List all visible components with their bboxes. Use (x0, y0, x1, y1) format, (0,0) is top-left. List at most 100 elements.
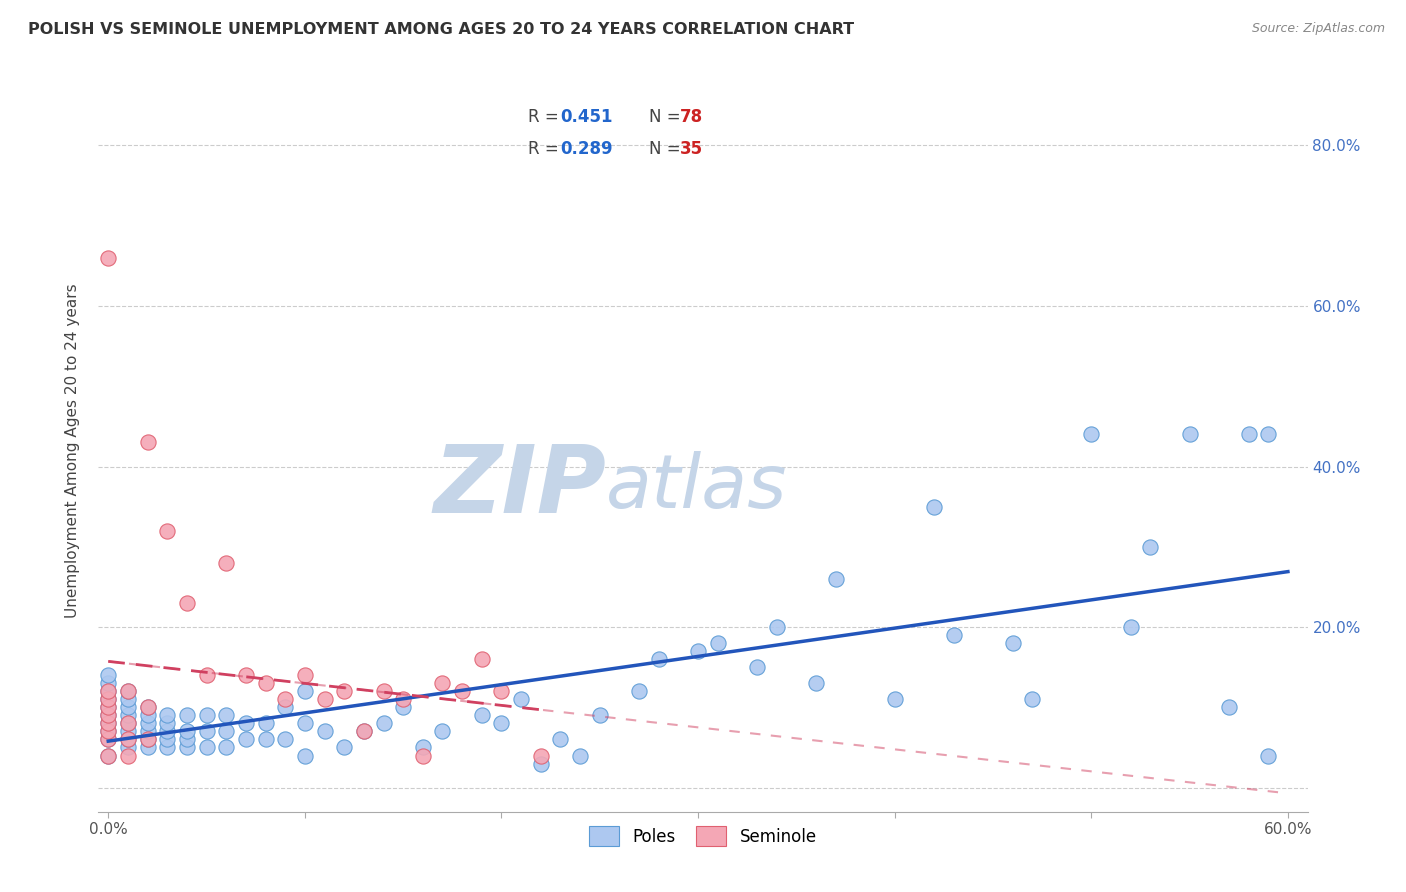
Point (1080, 427, 1102, 442)
Point (215, 708, 238, 723)
Point (274, 692, 297, 706)
Text: 0.451: 0.451 (561, 108, 613, 126)
Text: 78: 78 (681, 108, 703, 126)
Point (97, 732, 120, 747)
Point (136, 732, 159, 747)
Point (117, 684, 139, 698)
Point (136, 700, 159, 714)
Text: R =: R = (527, 140, 564, 158)
Point (176, 740, 198, 755)
Point (922, 500, 945, 514)
Point (97, 748, 120, 763)
Point (117, 732, 139, 747)
Point (195, 668, 218, 682)
Text: R =: R = (527, 108, 564, 126)
Point (550, 732, 572, 747)
Point (97, 716, 120, 731)
Point (97, 748, 120, 763)
Point (136, 700, 159, 714)
Point (491, 716, 513, 731)
Point (156, 724, 179, 739)
Point (97, 732, 120, 747)
Point (432, 676, 454, 690)
Point (628, 684, 651, 698)
Point (1257, 748, 1279, 763)
Text: ZIP: ZIP (433, 441, 606, 533)
Point (1257, 427, 1279, 442)
Text: 35: 35 (681, 140, 703, 158)
Point (117, 692, 139, 706)
Point (254, 676, 277, 690)
Point (294, 716, 316, 731)
Point (254, 732, 277, 747)
Point (883, 692, 905, 706)
Point (156, 716, 179, 731)
Point (215, 724, 238, 739)
Text: N =: N = (648, 140, 686, 158)
Point (156, 708, 179, 723)
Point (1218, 700, 1240, 714)
Point (176, 708, 198, 723)
Point (688, 644, 710, 658)
Point (1178, 427, 1201, 442)
Point (1021, 692, 1043, 706)
Point (176, 724, 198, 739)
Point (1139, 540, 1161, 554)
Point (274, 700, 297, 714)
Point (314, 692, 336, 706)
Point (314, 724, 336, 739)
Point (451, 684, 474, 698)
Point (274, 732, 297, 747)
Point (471, 708, 494, 723)
Point (97, 708, 120, 723)
Point (373, 684, 395, 698)
Text: 0.289: 0.289 (561, 140, 613, 158)
Point (97, 668, 120, 682)
Point (569, 748, 592, 763)
Point (117, 708, 139, 723)
Point (215, 740, 238, 755)
Point (432, 724, 454, 739)
Point (156, 524, 179, 538)
Point (1237, 427, 1260, 442)
Point (97, 676, 120, 690)
Point (745, 660, 768, 674)
Point (117, 724, 139, 739)
Point (97, 700, 120, 714)
Point (117, 732, 139, 747)
Point (97, 724, 120, 739)
Point (942, 628, 965, 642)
Point (1001, 636, 1024, 650)
Point (765, 620, 787, 634)
Point (510, 692, 533, 706)
Point (156, 732, 179, 747)
Point (353, 724, 375, 739)
Point (373, 716, 395, 731)
Point (804, 676, 827, 690)
Point (117, 716, 139, 731)
Point (97, 684, 120, 698)
Text: N =: N = (648, 108, 686, 126)
Point (294, 684, 316, 698)
Point (215, 556, 238, 570)
Point (136, 732, 159, 747)
Point (136, 740, 159, 755)
Point (353, 724, 375, 739)
Point (392, 692, 415, 706)
Text: atlas: atlas (606, 450, 787, 523)
Point (117, 684, 139, 698)
Point (136, 724, 159, 739)
Point (97, 700, 120, 714)
Point (412, 740, 434, 755)
Point (254, 716, 277, 731)
Point (333, 684, 356, 698)
Point (471, 652, 494, 666)
Point (97, 716, 120, 731)
Point (97, 251, 120, 265)
Point (235, 732, 257, 747)
Point (136, 716, 159, 731)
Point (97, 692, 120, 706)
Point (176, 732, 198, 747)
Point (530, 748, 553, 763)
Text: Source: ZipAtlas.com: Source: ZipAtlas.com (1251, 22, 1385, 36)
